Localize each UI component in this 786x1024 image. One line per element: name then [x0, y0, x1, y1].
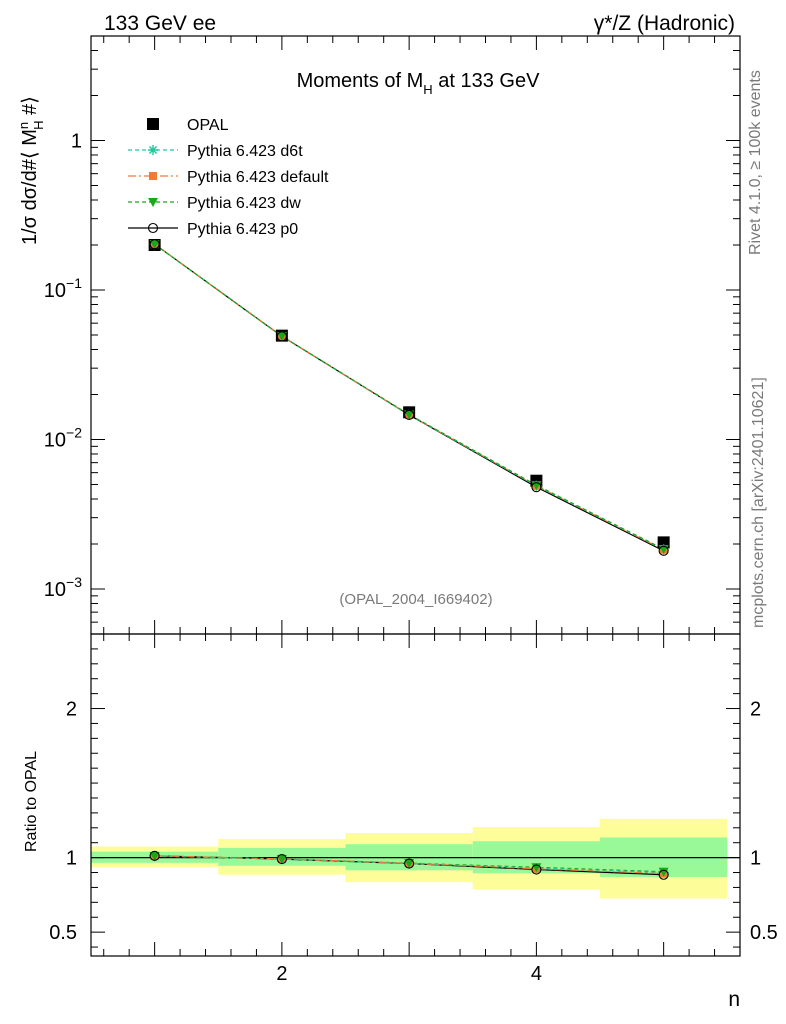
ratio-marker-2 [149, 851, 160, 861]
ratio-marker-3 [658, 869, 669, 880]
x-tick-label-0: 2 [276, 963, 287, 985]
ratio-marker-3 [149, 850, 160, 861]
legend-label-0: OPAL [187, 117, 229, 134]
legend-marker-4 [147, 222, 159, 234]
ratio-marker-2 [276, 854, 287, 864]
main-marker-4 [149, 239, 160, 250]
legend-marker-3 [148, 198, 158, 207]
main-marker-4 [531, 482, 542, 493]
series-layer [148, 238, 670, 880]
ratio-ylabel: Ratio to OPAL [23, 751, 40, 852]
legend-label-1: Pythia 6.423 d6t [187, 143, 303, 160]
mcplots-label: mcplots.cern.ch [arXiv:2401.10621] [750, 377, 767, 628]
ratio-marker-3 [531, 864, 542, 875]
main-marker-4 [276, 331, 287, 342]
main-ytick-base: 10 [44, 429, 66, 451]
main-ytick-label-0: 1 [71, 130, 82, 152]
legend-marker-0 [147, 118, 159, 130]
ratio-ytick-label-right-0: 2 [750, 699, 761, 721]
legend-label-4: Pythia 6.423 p0 [187, 221, 298, 238]
main-ytick-base: 10 [44, 280, 66, 302]
ratio-marker-2 [404, 859, 415, 869]
main-series-line-1 [154, 243, 664, 550]
main-ytick-exp: −2 [66, 424, 82, 440]
main-ytick-label-3: 10−3 [44, 574, 82, 601]
ratio-frame [90, 633, 741, 957]
legend-label-2: Pythia 6.423 default [187, 169, 329, 186]
axis-ticks [91, 35, 741, 956]
ratio-marker-3 [276, 854, 287, 865]
main-ytick-exp: −1 [66, 275, 82, 291]
legend-label-3: Pythia 6.423 dw [187, 195, 301, 212]
main-marker-4 [658, 545, 669, 556]
ratio-ytick-label-right-2: 0.5 [750, 922, 778, 944]
main-marker-3 [276, 332, 287, 342]
x-tick-label-1: 4 [531, 963, 542, 985]
header-right: γ*/Z (Hadronic) [594, 12, 735, 35]
tick-labels: 110−110−210−32 21 10.5 0.52 4 [44, 130, 778, 985]
x-axis-label: n [728, 988, 740, 1011]
main-series-line-4 [154, 243, 664, 552]
ratio-series-line-1 [154, 855, 664, 875]
main-marker-3 [404, 410, 415, 420]
main-ytick-label-1: 10−1 [44, 275, 82, 302]
main-title: Moments of MH at 133 GeV [297, 70, 540, 97]
ratio-ytick-label-left-0: 2 [66, 699, 77, 721]
analysis-watermark: (OPAL_2004_I669402) [339, 591, 492, 608]
ratio-ytick-label-right-1: 1 [750, 848, 761, 870]
main-ytick-base: 1 [71, 130, 82, 152]
ratio-ytick-label-left-1: 1 [66, 848, 77, 870]
main-marker-3 [149, 240, 160, 250]
main-ytick-exp: −3 [66, 574, 82, 590]
legend-marker-2 [149, 172, 157, 180]
ratio-ytick-label-left-2: 0.5 [49, 922, 77, 944]
main-ylabel: 1/σ dσ/d#⟨ MnH #⟩ [16, 96, 46, 245]
ratio-marker-3 [404, 858, 415, 869]
legend-marker-1 [148, 145, 158, 155]
main-ytick-base: 10 [44, 579, 66, 601]
legend: OPAL Pythia 6.423 d6t Pythia 6.423 default… [128, 117, 329, 238]
main-series-line-3 [154, 243, 664, 550]
main-marker-4 [404, 409, 415, 420]
main-ytick-label-2: 10−2 [44, 424, 82, 451]
ratio-bands [91, 818, 740, 899]
ratio-marker-2 [658, 867, 669, 877]
main-series-line-2 [154, 243, 664, 551]
rivet-label: Rivet 4.1.0, ≥ 100k events [747, 70, 764, 255]
header-left: 133 GeV ee [104, 12, 216, 35]
